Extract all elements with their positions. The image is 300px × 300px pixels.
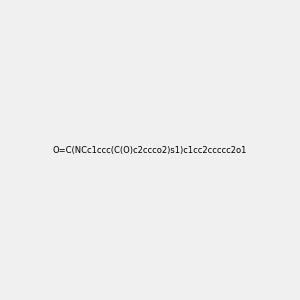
Text: O=C(NCc1ccc(C(O)c2ccco2)s1)c1cc2ccccc2o1: O=C(NCc1ccc(C(O)c2ccco2)s1)c1cc2ccccc2o1 <box>53 146 247 154</box>
